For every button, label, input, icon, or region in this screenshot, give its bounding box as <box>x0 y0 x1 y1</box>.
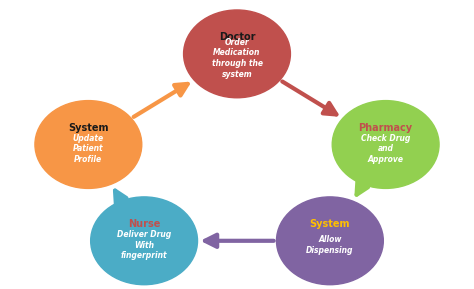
Ellipse shape <box>276 197 383 285</box>
Ellipse shape <box>183 10 291 98</box>
Text: Deliver Drug
With
fingerprint: Deliver Drug With fingerprint <box>117 230 171 260</box>
Text: Doctor: Doctor <box>219 32 255 42</box>
Text: System: System <box>68 123 109 133</box>
Text: Nurse: Nurse <box>128 219 160 229</box>
Text: Update
Patient
Profile: Update Patient Profile <box>73 134 104 164</box>
Text: Pharmacy: Pharmacy <box>359 123 413 133</box>
Ellipse shape <box>332 101 439 188</box>
Ellipse shape <box>91 197 198 285</box>
Text: Check Drug
and
Approve: Check Drug and Approve <box>361 134 410 164</box>
Text: Order
Medication
through the
system: Order Medication through the system <box>211 38 263 79</box>
Text: Allow
Dispensing: Allow Dispensing <box>306 235 354 255</box>
Text: System: System <box>310 219 350 229</box>
Ellipse shape <box>35 101 142 188</box>
